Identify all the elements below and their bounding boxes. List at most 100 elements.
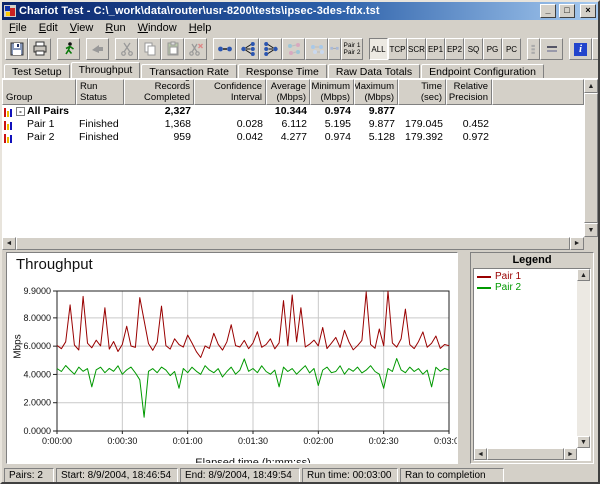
- add-multicast-member-button[interactable]: [259, 38, 282, 60]
- menu-window[interactable]: Window: [137, 22, 177, 34]
- svg-text:0.0000: 0.0000: [23, 426, 51, 436]
- status-cell-4: Ran to completion: [400, 468, 504, 482]
- tab-transaction-rate[interactable]: Transaction Rate: [141, 64, 237, 78]
- series-pair-2: [56, 358, 450, 418]
- pair-chart-icon: [4, 120, 14, 130]
- pair-selector-button[interactable]: Pair 1 Pair 2: [341, 38, 363, 60]
- swap-endpoints-button[interactable]: [328, 38, 341, 60]
- table-header-group[interactable]: Group: [2, 79, 76, 105]
- tab-response-time[interactable]: Response Time: [237, 64, 327, 78]
- table-header-minimum[interactable]: Minimum (Mbps): [310, 79, 354, 105]
- tab-test-setup[interactable]: Test Setup: [4, 64, 70, 78]
- group-cell: Pair 1: [2, 118, 76, 131]
- menu-file[interactable]: File: [9, 22, 27, 34]
- multicast-out-icon: [240, 42, 255, 56]
- filter-button-scr[interactable]: SCR: [407, 38, 426, 60]
- window-title: Chariot Test - C:\_work\data\router\usr-…: [19, 5, 380, 17]
- scroll-down-arrow[interactable]: ▼: [584, 223, 598, 237]
- close-button[interactable]: ×: [580, 4, 596, 18]
- menu-run[interactable]: Run: [105, 22, 126, 34]
- tab-endpoint-configuration[interactable]: Endpoint Configuration: [421, 64, 544, 78]
- save-button[interactable]: [5, 38, 28, 60]
- add-multicast-group-button[interactable]: [236, 38, 259, 60]
- tab-throughput[interactable]: Throughput: [70, 62, 141, 78]
- menu-view[interactable]: View: [69, 22, 94, 34]
- table-header-timing-records[interactable]: Timing Records Completed: [124, 79, 194, 105]
- table-row-pair-1[interactable]: Pair 1 Finished 1,368 0.028 6.112 5.195 9.877 1…: [2, 118, 584, 131]
- table-header-maximum[interactable]: Maximum (Mbps): [354, 79, 398, 105]
- scroll-right-arrow[interactable]: ►: [564, 448, 577, 460]
- status-cell-0: Pairs: 2: [4, 468, 54, 482]
- clipboard-icon: [167, 41, 178, 56]
- save-icon: [10, 42, 23, 56]
- scroll-left-arrow[interactable]: ◄: [474, 448, 487, 460]
- table-horizontal-scrollbar[interactable]: ◄ ►: [2, 237, 584, 250]
- menu-edit[interactable]: Edit: [38, 22, 58, 34]
- maximize-button[interactable]: □: [559, 4, 575, 18]
- edit-pair-button[interactable]: [282, 38, 305, 60]
- collapse-toggle-icon[interactable]: -: [16, 107, 25, 116]
- tab-bar: Test Setup Throughput Transaction Rate Resp…: [2, 62, 598, 78]
- paste-button[interactable]: [161, 38, 184, 60]
- table-header-95-confidence[interactable]: 95% Confidence Interval: [194, 79, 266, 105]
- pair-duplicate-icon: [310, 45, 324, 54]
- run-test-button[interactable]: [57, 38, 80, 60]
- filter-button-pg[interactable]: PG: [483, 38, 502, 60]
- show-grid-button[interactable]: [540, 38, 563, 60]
- filter-button-ep1[interactable]: EP1: [426, 38, 445, 60]
- value-cell: 959: [173, 131, 191, 143]
- menu-bar: File Edit View Run Window Help: [2, 20, 598, 36]
- scroll-up-arrow[interactable]: ▲: [584, 79, 598, 93]
- legend-title: Legend: [512, 254, 552, 266]
- print-button[interactable]: [28, 38, 51, 60]
- table-header-average[interactable]: Average (Mbps): [266, 79, 310, 105]
- svg-text:0:03:00: 0:03:00: [434, 436, 457, 446]
- scroll-left-arrow[interactable]: ◄: [2, 237, 16, 250]
- legend-vertical-scrollbar[interactable]: ▲ ▼: [577, 269, 590, 448]
- minimize-button[interactable]: _: [540, 4, 556, 18]
- value-cell: 1,368: [164, 118, 191, 130]
- copy-button[interactable]: [138, 38, 161, 60]
- svg-text:0:01:30: 0:01:30: [238, 436, 268, 446]
- abort-run-button[interactable]: [86, 38, 109, 60]
- filter-button-sq[interactable]: SQ: [464, 38, 483, 60]
- duplicate-pair-button[interactable]: [305, 38, 328, 60]
- value-cell: 0.972: [462, 131, 489, 143]
- app-icon[interactable]: [4, 5, 16, 17]
- scrollbar-corner: [584, 237, 598, 250]
- table-row-all-pairs[interactable]: - All Pairs 2,327 10.344 0.974 9.877: [2, 105, 584, 118]
- legend-horizontal-scrollbar[interactable]: ◄ ►: [474, 448, 577, 460]
- legend-entry-pair-1[interactable]: Pair 1: [477, 271, 576, 282]
- scroll-thumb[interactable]: [487, 448, 564, 460]
- filter-button-all[interactable]: ALL: [369, 38, 388, 60]
- value-cell: [194, 105, 266, 118]
- menu-help[interactable]: Help: [188, 22, 212, 34]
- add-pair-button[interactable]: [213, 38, 236, 60]
- svg-text:0:01:00: 0:01:00: [173, 436, 203, 446]
- table-vertical-scrollbar[interactable]: ▲ ▼: [584, 79, 598, 237]
- throughput-line-chart: 9.90008.00006.00004.00002.00000.00000:00…: [23, 286, 457, 446]
- filter-button-tcp[interactable]: TCP: [388, 38, 407, 60]
- scroll-down-arrow[interactable]: ▼: [577, 436, 590, 448]
- scroll-up-arrow[interactable]: ▲: [577, 269, 590, 281]
- filter-button-ep2[interactable]: EP2: [445, 38, 464, 60]
- filter-button-pc[interactable]: PC: [502, 38, 521, 60]
- show-columns-button[interactable]: [527, 38, 540, 60]
- scroll-right-arrow[interactable]: ►: [570, 237, 584, 250]
- svg-text:4.0000: 4.0000: [23, 369, 51, 379]
- cut-button[interactable]: [115, 38, 138, 60]
- table-header-relative[interactable]: Relative Precision: [446, 79, 492, 105]
- tab-raw-data-totals[interactable]: Raw Data Totals: [327, 64, 421, 78]
- table-header-measured[interactable]: Measured Time (sec): [398, 79, 446, 105]
- table-row-pair-2[interactable]: Pair 2 Finished 959 0.042 4.277 0.974 5.128 179…: [2, 131, 584, 144]
- chart-title: Throughput: [16, 256, 93, 273]
- scroll-thumb[interactable]: [16, 237, 570, 250]
- delete-pair-button[interactable]: [184, 38, 207, 60]
- table-header-run-status[interactable]: Run Status: [76, 79, 124, 105]
- info-button[interactable]: i: [569, 38, 592, 60]
- value-cell: 0.974: [324, 105, 351, 117]
- value-cell: [446, 105, 492, 118]
- legend-entry-pair-2[interactable]: Pair 2: [477, 282, 576, 293]
- scroll-thumb[interactable]: [584, 93, 598, 223]
